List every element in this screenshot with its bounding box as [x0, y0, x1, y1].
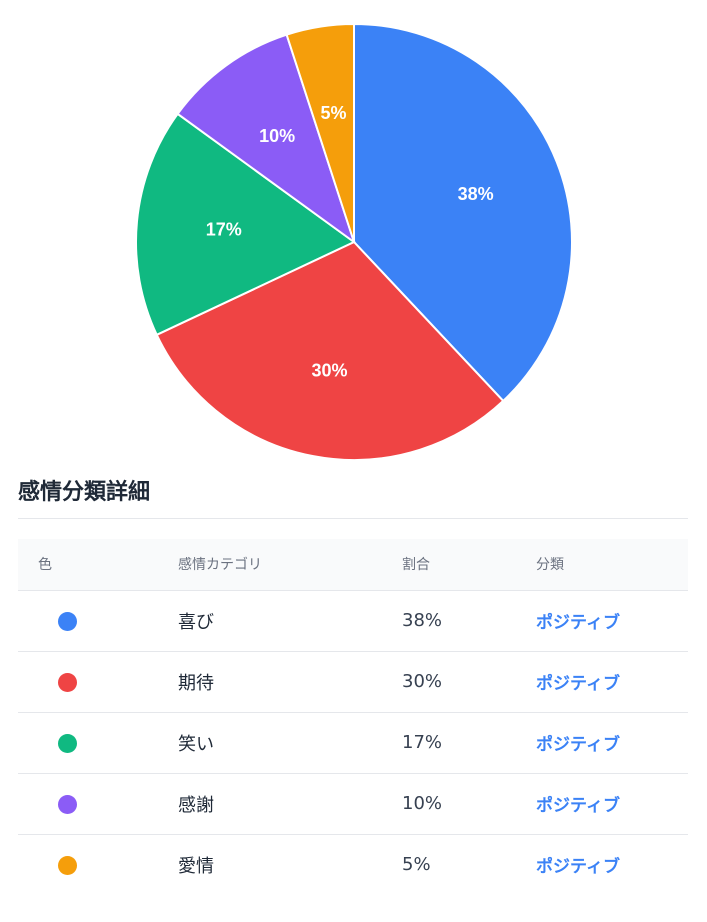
header-class: 分類 — [536, 539, 688, 591]
color-cell — [18, 834, 178, 895]
table-row: 愛情 5% ポジティブ — [18, 834, 688, 895]
class-cell: ポジティブ — [536, 773, 688, 835]
color-cell — [18, 651, 178, 713]
table-row: 感謝 10% ポジティブ — [18, 773, 688, 835]
table-row: 喜び 38% ポジティブ — [18, 590, 688, 652]
pie-chart-svg: 38% 30% 17% 10% 5% — [135, 22, 573, 461]
ratio-cell: 38% — [402, 590, 536, 652]
ratio-cell: 10% — [402, 773, 536, 835]
header-color: 色 — [18, 539, 178, 591]
pie-data-label-5: 5% — [321, 103, 347, 123]
table-header-row: 色 感情カテゴリ 割合 分類 — [18, 539, 688, 591]
pie-slice-3 — [135, 112, 356, 337]
color-cell — [18, 773, 178, 835]
color-dot — [58, 672, 77, 692]
section-title: 感情分類詳細 — [18, 480, 151, 505]
class-cell: ポジティブ — [536, 857, 620, 878]
category-cell: 愛情 — [178, 855, 214, 877]
pie-data-label-3: 17% — [206, 220, 242, 240]
header-ratio: 割合 — [402, 539, 536, 591]
color-cell — [18, 590, 178, 652]
pie-chart: 38% 30% 17% 10% 5% — [135, 22, 573, 461]
ratio-cell: 17% — [402, 712, 536, 774]
color-dot — [58, 611, 77, 631]
ratio-cell: 5% — [402, 854, 431, 876]
pie-data-label-1: 38% — [458, 184, 494, 204]
ratio-cell: 30% — [402, 651, 536, 713]
class-cell: ポジティブ — [536, 712, 688, 774]
category-cell: 期待 — [178, 651, 402, 713]
class-cell: ポジティブ — [536, 651, 688, 713]
table-row: 期待 30% ポジティブ — [18, 651, 688, 713]
color-dot — [58, 733, 77, 753]
pie-slice-5 — [285, 22, 355, 243]
category-cell: 感謝 — [178, 773, 402, 835]
pie-slice-1 — [353, 22, 573, 403]
table-row: 笑い 17% ポジティブ — [18, 712, 688, 774]
header-category: 感情カテゴリ — [178, 539, 402, 591]
category-cell: 喜び — [178, 590, 402, 652]
emotion-table: 色 感情カテゴリ 割合 分類 喜び 38% ポジティブ 期待 30% ポジティブ… — [18, 539, 688, 895]
pie-slice-2 — [155, 240, 505, 461]
color-dot — [58, 855, 77, 875]
pie-slice-4 — [176, 33, 356, 245]
color-cell — [18, 712, 178, 774]
color-dot — [58, 794, 77, 814]
pie-data-label-2: 30% — [311, 360, 347, 380]
pie-data-label-4: 10% — [259, 126, 295, 146]
class-cell: ポジティブ — [536, 590, 688, 652]
title-divider — [18, 518, 688, 519]
category-cell: 笑い — [178, 712, 402, 774]
